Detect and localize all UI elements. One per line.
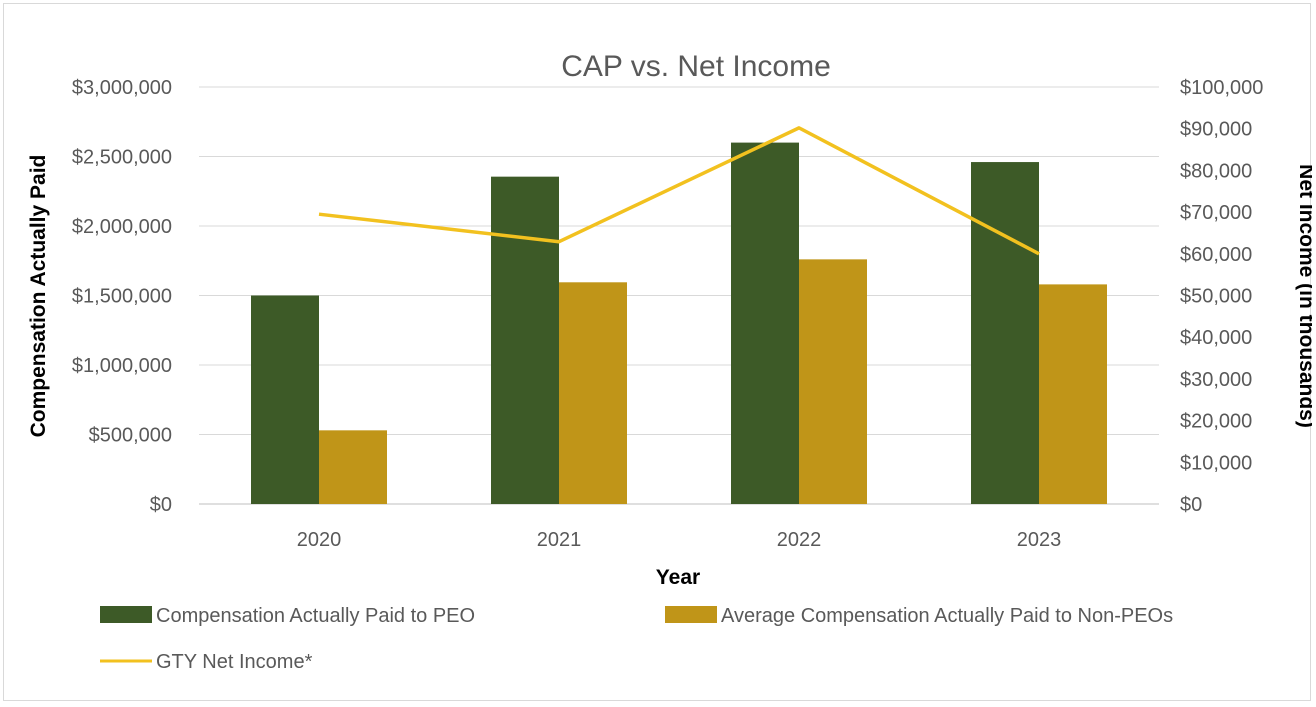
bar-non-peo (1039, 284, 1107, 504)
y-axis-left-ticks: $0 $500,000 $1,000,000 $1,500,000 $2,000,000… (72, 77, 172, 516)
y-axis-right-title: Net Income (in thousands) (1295, 164, 1312, 428)
bar-non-peo (319, 430, 387, 504)
bars (251, 142, 1107, 504)
y2-tick-label: $70,000 (1180, 202, 1252, 224)
bar-peo (251, 295, 319, 504)
y2-tick-label: $100,000 (1180, 77, 1263, 99)
x-axis-title: Year (656, 566, 700, 589)
bar-non-peo (799, 259, 867, 504)
y-tick-label: $1,500,000 (72, 286, 172, 308)
y2-tick-label: $80,000 (1180, 160, 1252, 182)
y2-tick-label: $0 (1180, 494, 1202, 516)
bar-non-peo (559, 282, 627, 504)
y2-tick-label: $50,000 (1180, 286, 1252, 308)
bar-peo (971, 162, 1039, 504)
legend: Compensation Actually Paid to PEO Averag… (100, 605, 1173, 673)
net-income-line (318, 126, 1040, 256)
x-tick-label: 2022 (777, 529, 822, 551)
legend-swatch-non-peo (665, 606, 717, 623)
y-axis-right-ticks: $0 $10,000 $20,000 $30,000 $40,000 $50,000 $60… (1180, 77, 1263, 516)
x-tick-label: 2021 (537, 529, 582, 551)
y-tick-label: $0 (150, 494, 172, 516)
y2-tick-label: $20,000 (1180, 411, 1252, 433)
y-tick-label: $2,500,000 (72, 147, 172, 169)
y-tick-label: $500,000 (89, 425, 172, 447)
legend-label-peo: Compensation Actually Paid to PEO (156, 605, 475, 627)
x-tick-label: 2023 (1017, 529, 1062, 551)
bar-peo (491, 176, 559, 504)
y2-tick-label: $90,000 (1180, 119, 1252, 141)
y2-tick-label: $10,000 (1180, 452, 1252, 474)
y-tick-label: $3,000,000 (72, 77, 172, 99)
y2-tick-label: $60,000 (1180, 244, 1252, 266)
chart-title: CAP vs. Net Income (561, 50, 831, 83)
bar-peo (731, 142, 799, 504)
x-tick-label: 2020 (297, 529, 342, 551)
legend-swatch-peo (100, 606, 152, 623)
x-axis-ticks: 2020 2021 2022 2023 (297, 529, 1062, 551)
legend-label-non-peo: Average Compensation Actually Paid to No… (721, 605, 1173, 627)
y-tick-label: $1,000,000 (72, 355, 172, 377)
y2-tick-label: $30,000 (1180, 369, 1252, 391)
chart-frame: CAP vs. Net Income $0 $500,000 $1,000,000 $… (3, 3, 1316, 701)
legend-label-net-income: GTY Net Income* (156, 651, 313, 673)
y2-tick-label: $40,000 (1180, 327, 1252, 349)
y-tick-label: $2,000,000 (72, 216, 172, 238)
y-axis-left-title: Compensation Actually Paid (27, 155, 50, 438)
net-income-line-group (318, 126, 1040, 256)
chart-svg: CAP vs. Net Income $0$500,000$1,000,000$… (27, 50, 1316, 673)
